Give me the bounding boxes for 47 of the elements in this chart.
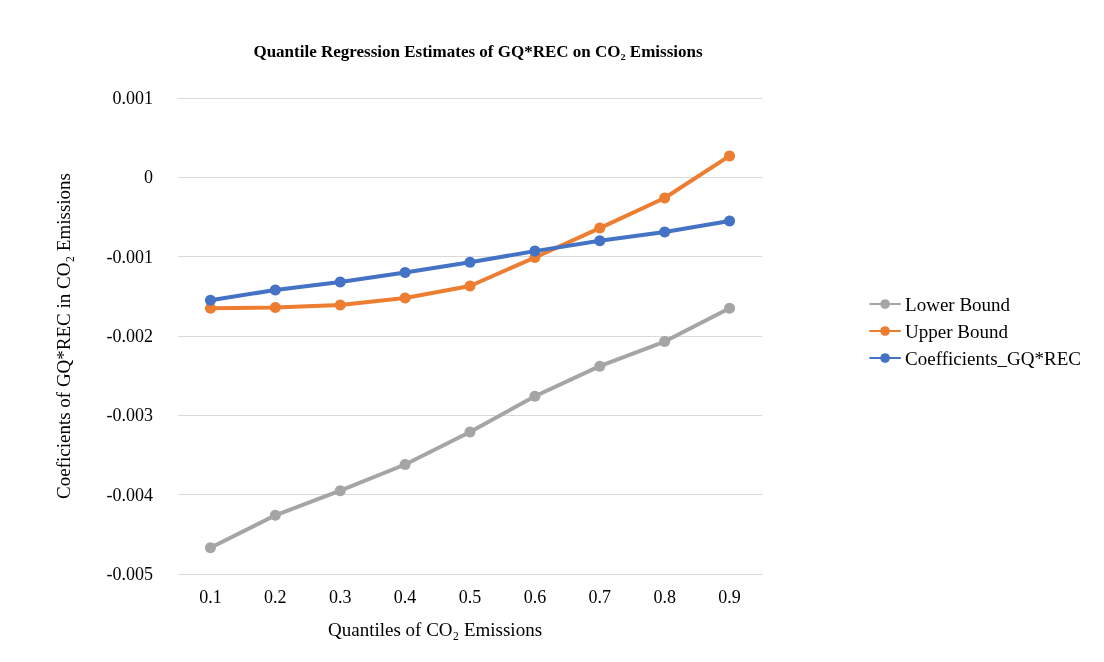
point <box>594 222 606 234</box>
point <box>594 235 606 247</box>
point <box>269 284 281 296</box>
point <box>724 150 736 162</box>
point <box>334 276 346 288</box>
y-tick-label: -0.001 <box>106 246 153 267</box>
point <box>204 294 216 306</box>
legend-label: Upper Bound <box>905 320 1009 342</box>
point <box>659 192 671 204</box>
y-tick-label: 0 <box>144 167 153 188</box>
point <box>529 390 541 402</box>
point <box>659 226 671 238</box>
x-tick-label: 0.3 <box>328 587 352 607</box>
y-tick-label: -0.004 <box>106 484 153 505</box>
chart-title: Quantile Regression Estimates of GQ*REC on CO₂ Emissions <box>253 42 703 61</box>
point <box>269 509 281 521</box>
point <box>399 267 411 279</box>
point <box>334 485 346 497</box>
point <box>724 302 736 314</box>
y-tick-label: -0.005 <box>106 564 153 584</box>
x-tick-label: 0.7 <box>588 587 612 607</box>
point <box>399 292 411 304</box>
y-tick-label: 0.001 <box>112 88 153 108</box>
legend-label: Lower Bound <box>905 293 1011 315</box>
point <box>464 256 476 268</box>
x-axis-title: Quantiles of CO₂ Emissions <box>328 619 543 640</box>
x-tick-label: 0.6 <box>523 587 547 607</box>
x-tick-label: 0.4 <box>393 587 417 607</box>
y-axis-title: Coeficients of GQ*REC in CO₂ Emissions <box>53 173 74 499</box>
y-tick-label: -0.002 <box>106 326 153 346</box>
y-tick-label: -0.003 <box>106 405 153 426</box>
point <box>464 426 476 438</box>
point <box>269 301 281 313</box>
point <box>204 542 216 554</box>
point <box>724 215 736 227</box>
x-tick-label: 0.9 <box>718 587 741 607</box>
point <box>529 245 541 257</box>
x-tick-label: 0.8 <box>653 587 676 607</box>
point <box>594 360 606 372</box>
point <box>399 459 411 471</box>
point <box>334 299 346 311</box>
x-tick-label: 0.2 <box>264 587 287 607</box>
point <box>464 280 476 292</box>
x-tick-label: 0.1 <box>199 587 222 607</box>
point <box>659 336 671 348</box>
x-tick-label: 0.5 <box>458 587 482 607</box>
legend-label: Coefficients_GQ*REC <box>905 347 1082 369</box>
